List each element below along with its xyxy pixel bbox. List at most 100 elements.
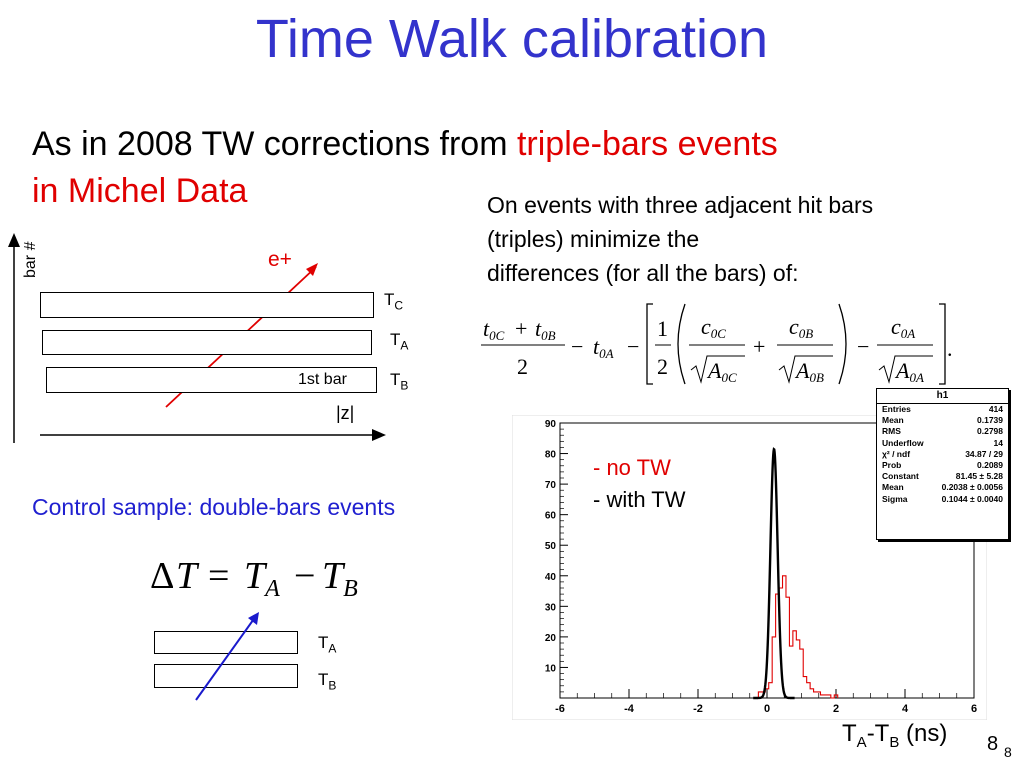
bar-a-control-label: TA xyxy=(318,633,337,656)
stats-value: 34.87 / 29 xyxy=(965,448,1003,459)
stats-value: 81.45 ± 5.28 xyxy=(955,471,1003,482)
y-axis-arrow-icon xyxy=(8,233,20,247)
svg-text:t0A: t0A xyxy=(593,334,614,361)
svg-text:.: . xyxy=(947,336,953,361)
svg-text:=: = xyxy=(208,555,229,597)
stats-key: Mean xyxy=(882,482,904,493)
stats-box: h1 Entries 414 Mean 0.1739 RMS 0.2798 Underflo… xyxy=(876,388,1009,540)
bar-b-control xyxy=(154,664,298,688)
stats-key: Sigma xyxy=(882,493,908,504)
triples-line-1: On events with three adjacent hit bars xyxy=(487,192,874,218)
y-axis-label: bar # xyxy=(22,241,39,278)
track-arrow-icon xyxy=(306,263,318,276)
x-tick-label: -6 xyxy=(555,703,565,715)
svg-text:TA: TA xyxy=(244,555,280,602)
page-number: 8 xyxy=(987,733,999,755)
control-track-arrow-icon xyxy=(248,612,259,625)
stats-value: 0.2798 xyxy=(977,426,1003,437)
stats-row: Prob 0.2089 xyxy=(877,460,1008,471)
y-tick-label: 40 xyxy=(545,572,557,583)
triples-line-2: (triples) minimize the xyxy=(487,226,700,252)
stats-key: Prob xyxy=(882,459,902,470)
x-axis-title: TA-TB (ns) xyxy=(842,720,948,751)
svg-text:c0A: c0A xyxy=(891,314,915,341)
y-tick-label: 10 xyxy=(545,663,557,674)
svg-text:t0B: t0B xyxy=(535,316,556,343)
x-tick-label: 0 xyxy=(764,703,770,715)
bar-a xyxy=(42,330,372,355)
stats-row: χ² / ndf 34.87 / 29 xyxy=(877,449,1008,460)
y-tick-label: 60 xyxy=(545,511,557,522)
svg-text:A0A: A0A xyxy=(894,358,924,385)
bar-c-label: TC xyxy=(384,290,404,313)
z-axis-arrow-icon xyxy=(372,429,386,441)
stats-title: h1 xyxy=(877,389,1008,404)
first-bar-label: 1st bar xyxy=(298,371,347,388)
stats-value: 0.1739 xyxy=(977,415,1003,426)
stats-key: χ² / ndf xyxy=(882,448,911,459)
stats-row: Constant 81.45 ± 5.28 xyxy=(877,471,1008,482)
y-tick-label: 80 xyxy=(545,450,557,461)
stats-key: Mean xyxy=(882,415,904,426)
svg-text:+: + xyxy=(753,334,765,359)
x-tick-label: 4 xyxy=(902,703,909,715)
legend-with-tw: - with TW xyxy=(593,487,686,512)
stats-key: Underflow xyxy=(882,437,924,448)
x-tick-label: 6 xyxy=(971,703,977,715)
stats-row: Mean 0.1739 xyxy=(877,415,1008,426)
bar-b-label: TB xyxy=(390,370,409,393)
page-number-small: 8 xyxy=(1004,744,1012,760)
svg-text:+: + xyxy=(515,316,527,341)
legend-no-tw: - no TW xyxy=(593,455,671,480)
bar-c xyxy=(40,292,374,318)
stats-row: Sigma 0.1044 ± 0.0040 xyxy=(877,494,1008,505)
axes xyxy=(8,233,386,443)
particle-label: e+ xyxy=(268,248,292,271)
svg-text:−: − xyxy=(857,334,869,359)
svg-text:2: 2 xyxy=(657,354,668,379)
stats-row: RMS 0.2798 xyxy=(877,426,1008,437)
bar-b-control-label: TB xyxy=(318,670,337,693)
stats-key: RMS xyxy=(882,426,901,437)
svg-text:−: − xyxy=(627,334,639,359)
intro-line-2: in Michel Data xyxy=(32,172,248,210)
triples-description: On events with three adjacent hit bars (… xyxy=(487,188,873,290)
control-sample-text: Control sample: double-bars events xyxy=(32,494,396,520)
page-title: Time Walk calibration xyxy=(255,9,769,69)
svg-text:t0C: t0C xyxy=(483,316,505,343)
svg-text:A0C: A0C xyxy=(706,358,737,385)
stats-key: Constant xyxy=(882,471,919,482)
svg-text:c0B: c0B xyxy=(789,314,813,341)
y-tick-label: 50 xyxy=(545,541,557,552)
bar-a-label: TA xyxy=(390,330,409,353)
tw-formula: t0C + t0B 2 − t0A − 1 2 c0C A0C + c0B A0… xyxy=(481,303,953,385)
y-tick-label: 70 xyxy=(545,480,557,491)
svg-text:A0B: A0B xyxy=(794,358,824,385)
series-no-tw xyxy=(757,575,839,699)
z-label: |z| xyxy=(336,403,355,423)
delta-t-formula: Δ T = TA − TB xyxy=(150,555,358,602)
triples-line-3: differences (for all the bars) of: xyxy=(487,260,799,286)
svg-text:2: 2 xyxy=(517,354,528,379)
stats-row: Mean 0.2038 ± 0.0056 xyxy=(877,482,1008,493)
svg-text:TB: TB xyxy=(322,555,358,602)
y-tick-label: 30 xyxy=(545,602,557,613)
control-track xyxy=(195,612,259,701)
stats-value: 14 xyxy=(993,437,1003,448)
svg-text:−: − xyxy=(294,555,315,597)
svg-text:c0C: c0C xyxy=(701,314,726,341)
stats-value: 414 xyxy=(988,404,1003,414)
svg-text:1: 1 xyxy=(657,316,668,341)
x-tick-label: -2 xyxy=(693,703,703,715)
stats-value: 0.1044 ± 0.0040 xyxy=(941,493,1003,504)
intro-line-1: As in 2008 TW corrections from triple-ba… xyxy=(32,125,778,164)
stats-row: Underflow 14 xyxy=(877,438,1008,449)
intro-highlight: triple-bars events xyxy=(516,125,778,163)
bar-a-control xyxy=(154,631,298,654)
stats-value: 0.2089 xyxy=(977,459,1003,470)
series-with-tw xyxy=(753,447,795,700)
stats-row: Entries 414 xyxy=(877,404,1008,415)
stats-value: 0.2038 ± 0.0056 xyxy=(941,482,1003,493)
svg-text:T: T xyxy=(176,555,200,597)
x-tick-label: -4 xyxy=(624,703,635,715)
